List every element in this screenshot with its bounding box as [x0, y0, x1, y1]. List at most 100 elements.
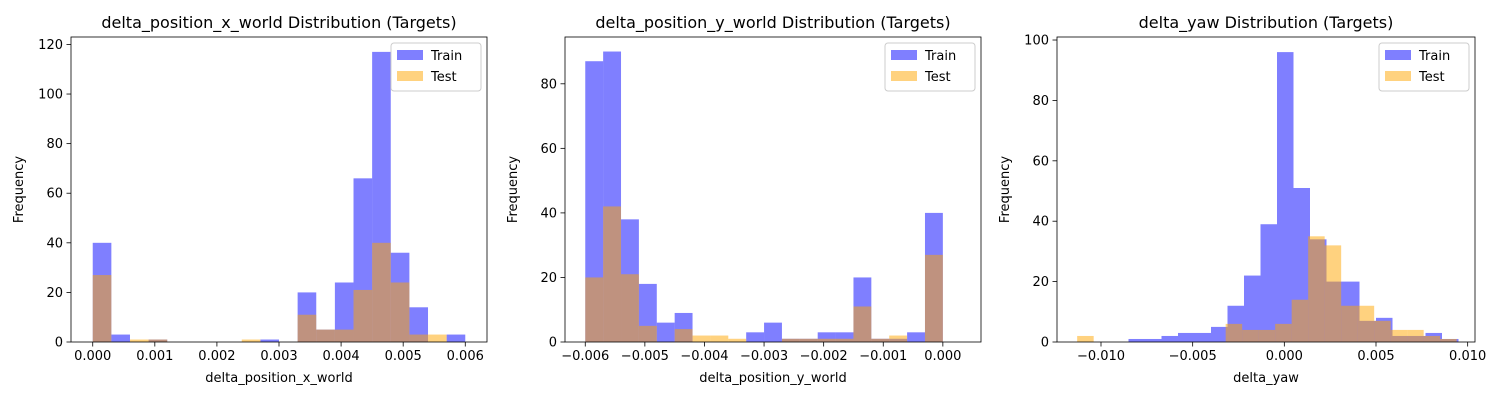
histogram-bar-test — [372, 242, 391, 342]
histogram-bar-test — [585, 277, 604, 342]
histogram-bar-train — [764, 322, 782, 342]
y-tick-label: 60 — [1032, 154, 1049, 169]
histogram-bar-test — [1308, 236, 1325, 342]
y-tick-label: 0 — [55, 336, 63, 351]
histogram-bar-test — [316, 329, 335, 342]
y-tick-label: 100 — [1024, 34, 1049, 49]
axes-frame — [564, 36, 982, 343]
histogram-bar-test — [603, 206, 622, 342]
histogram-bar-test — [1242, 329, 1259, 342]
histogram-bar-test — [1225, 323, 1243, 342]
histogram-bar-test — [1291, 299, 1309, 342]
y-axis-label: Frequency — [506, 156, 521, 223]
chart-panel-3: −0.010 −0.005 0.000 0.005 0.010 0 20 40 60 80 100 d… — [998, 13, 1486, 386]
y-tick-label: 20 — [1032, 275, 1049, 290]
x-axis-label: delta_position_x_world — [205, 371, 352, 386]
histogram-bar-test — [428, 334, 447, 342]
histogram-bar-test — [924, 254, 943, 342]
histogram-bar-test — [1258, 329, 1276, 342]
histogram-bar-test — [799, 338, 818, 342]
y-tick-label: 120 — [38, 38, 63, 53]
legend-label-train: Train — [924, 49, 956, 64]
histogram-bar-train — [334, 282, 354, 342]
histogram-bar-train — [1211, 326, 1228, 342]
histogram-bar-train — [585, 61, 604, 342]
x-tick-label: −0.002 — [800, 349, 848, 364]
histogram-bar-test — [390, 282, 410, 342]
histogram-bar-test — [1275, 323, 1292, 342]
histogram-bar-train — [656, 322, 675, 342]
y-tick-label: 80 — [1032, 94, 1049, 109]
x-tick-label: 0.004 — [322, 349, 359, 364]
chart-panel-1: 0.000 0.001 0.002 0.003 0.004 0.005 0.006 0 20 40… — [12, 13, 488, 386]
x-tick-label: 0.002 — [198, 349, 235, 364]
histogram-bar-train — [746, 332, 765, 342]
y-tick-label: 20 — [540, 271, 557, 286]
legend-swatch-train — [397, 50, 423, 60]
histogram-bar-test — [353, 289, 373, 342]
y-tick-label: 80 — [540, 77, 557, 92]
legend-label-train: Train — [1418, 49, 1450, 64]
histogram-bar-train — [1145, 338, 1162, 342]
histogram-bar-train — [1194, 332, 1211, 342]
x-tick-label: −0.005 — [621, 349, 669, 364]
histogram-bar-test — [817, 338, 836, 342]
histogram-bar-train — [835, 332, 854, 342]
histogram-bar-test — [674, 329, 693, 342]
histogram-bar-test — [638, 325, 657, 342]
y-tick-label: 40 — [46, 236, 63, 251]
chart-title: delta_yaw Distribution (Targets) — [1139, 13, 1394, 33]
histogram-bar-train — [817, 332, 836, 342]
histogram-bar-test — [1390, 329, 1408, 342]
y-tick-label: 100 — [38, 88, 63, 103]
x-tick-label: 0.006 — [447, 349, 484, 364]
histogram-bar-train — [1260, 224, 1277, 342]
chart-title: delta_position_x_world Distribution (Tar… — [101, 13, 456, 33]
x-tick-label: 0.000 — [924, 349, 961, 364]
legend: Train Test — [1378, 42, 1470, 92]
histogram-bar-test — [1341, 305, 1358, 342]
x-axis-label: delta_position_y_world — [699, 371, 846, 386]
legend-swatch-test — [891, 71, 917, 81]
histogram-bar-test — [781, 338, 800, 342]
histogram-bar-test — [692, 335, 711, 342]
histogram-bar-test — [728, 338, 747, 342]
chart-panel-2: −0.006 −0.005 −0.004 −0.003 −0.002 −0.001 0.00… — [506, 13, 982, 386]
histogram-bar-train — [907, 332, 925, 342]
histogram-bar-test — [1357, 305, 1375, 342]
histogram-bar-test — [1077, 335, 1094, 342]
histogram-bar-test — [1440, 338, 1457, 342]
axes-frame — [1056, 36, 1476, 343]
histogram-bar-test — [835, 338, 854, 342]
x-tick-label: 0.005 — [385, 349, 422, 364]
histogram-bar-train — [1277, 52, 1294, 343]
y-tick-label: 0 — [549, 336, 557, 351]
histogram-bar-test — [334, 329, 354, 342]
histogram-bar-test — [1423, 335, 1441, 342]
legend-swatch-test — [1385, 71, 1411, 81]
histogram-bar-test — [710, 335, 729, 342]
histogram-bar-test — [871, 338, 890, 342]
y-tick-label: 0 — [1041, 336, 1049, 351]
y-tick-label: 60 — [46, 187, 63, 202]
histogram-bar-train — [446, 334, 466, 342]
histogram-bar-test — [889, 335, 908, 342]
histogram-bar-test — [1407, 329, 1424, 342]
legend-swatch-train — [891, 50, 917, 60]
x-tick-label: 0.000 — [74, 349, 111, 364]
x-tick-label: 0.000 — [1266, 349, 1303, 364]
x-tick-label: 0.010 — [1449, 349, 1486, 364]
histogram-bar-train — [1128, 338, 1145, 342]
legend-label-train: Train — [430, 49, 462, 64]
histogram-bar-test — [129, 339, 149, 342]
histogram-bar-train — [260, 339, 279, 342]
x-axis-label: delta_yaw — [1233, 371, 1299, 386]
y-axis-label: Frequency — [12, 156, 27, 223]
histogram-bar-test — [621, 274, 639, 342]
y-axis-label: Frequency — [998, 156, 1013, 223]
histogram-bar-test — [1374, 320, 1391, 342]
histogram-bar-train — [1178, 332, 1195, 342]
x-tick-label: −0.006 — [561, 349, 609, 364]
legend-swatch-train — [1385, 50, 1411, 60]
y-tick-label: 20 — [46, 286, 63, 301]
